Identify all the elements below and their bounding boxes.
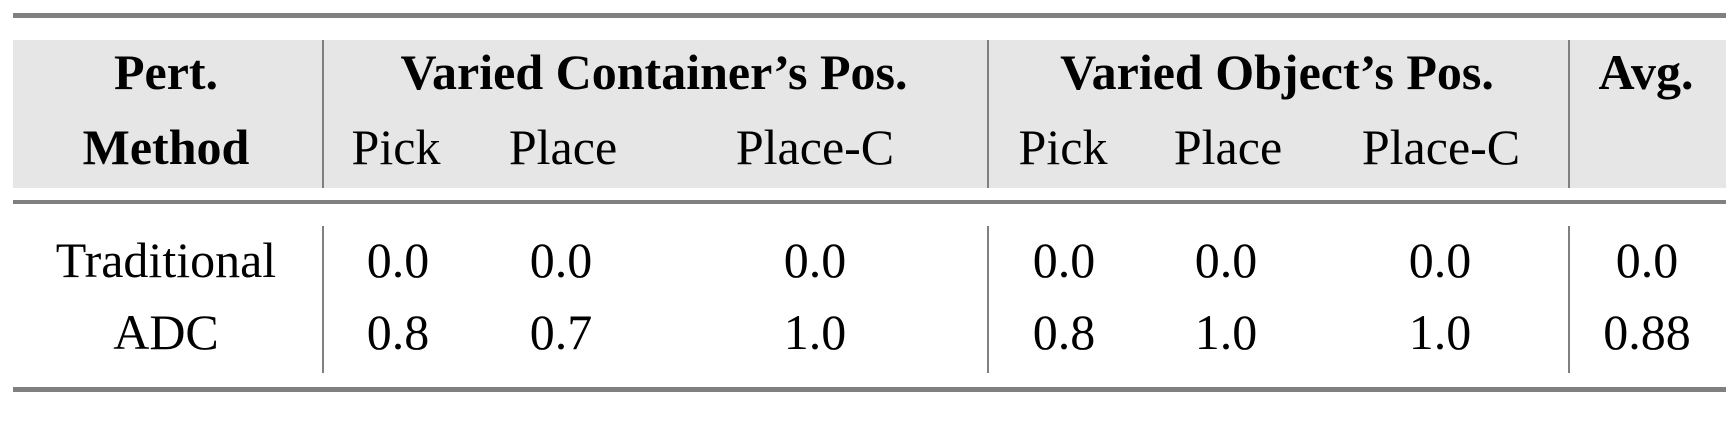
header-method-line2: Method [82,119,250,175]
mid-rule [13,200,1726,204]
header-group-object: Varied Object’s Pos. [1060,44,1494,100]
divider-group-body [987,226,989,373]
cell: 0.0 [1032,232,1096,288]
subheader-place: Place [508,119,618,175]
cell: 1.0 [1408,304,1472,360]
divider-group [987,40,989,188]
subheader-pick: Pick [351,119,441,175]
subheader-pick: Pick [1018,119,1108,175]
cell: 0.0 [529,232,593,288]
subheader-place-c: Place-C [735,119,895,175]
row-method: Traditional [55,232,277,288]
cell: 0.7 [529,304,593,360]
cell: 0.0 [366,232,430,288]
header-avg: Avg. [1598,44,1694,100]
divider-avg [1568,40,1570,188]
bottom-rule [13,387,1726,392]
cell-avg: 0.0 [1615,232,1679,288]
divider-avg-body [1568,226,1570,373]
divider-method-body [322,226,324,373]
row-method: ADC [113,304,219,360]
cell: 1.0 [1194,304,1258,360]
cell: 0.0 [783,232,847,288]
top-rule [13,13,1726,18]
cell: 0.8 [1032,304,1096,360]
cell: 0.0 [1194,232,1258,288]
divider-method [322,40,324,188]
cell-avg: 0.88 [1603,304,1691,360]
cell: 0.8 [366,304,430,360]
header-group-container: Varied Container’s Pos. [400,44,908,100]
cell: 0.0 [1408,232,1472,288]
subheader-place: Place [1173,119,1283,175]
subheader-place-c: Place-C [1361,119,1521,175]
cell: 1.0 [783,304,847,360]
header-method-line1: Pert. [113,44,219,100]
header-background [13,40,1726,188]
